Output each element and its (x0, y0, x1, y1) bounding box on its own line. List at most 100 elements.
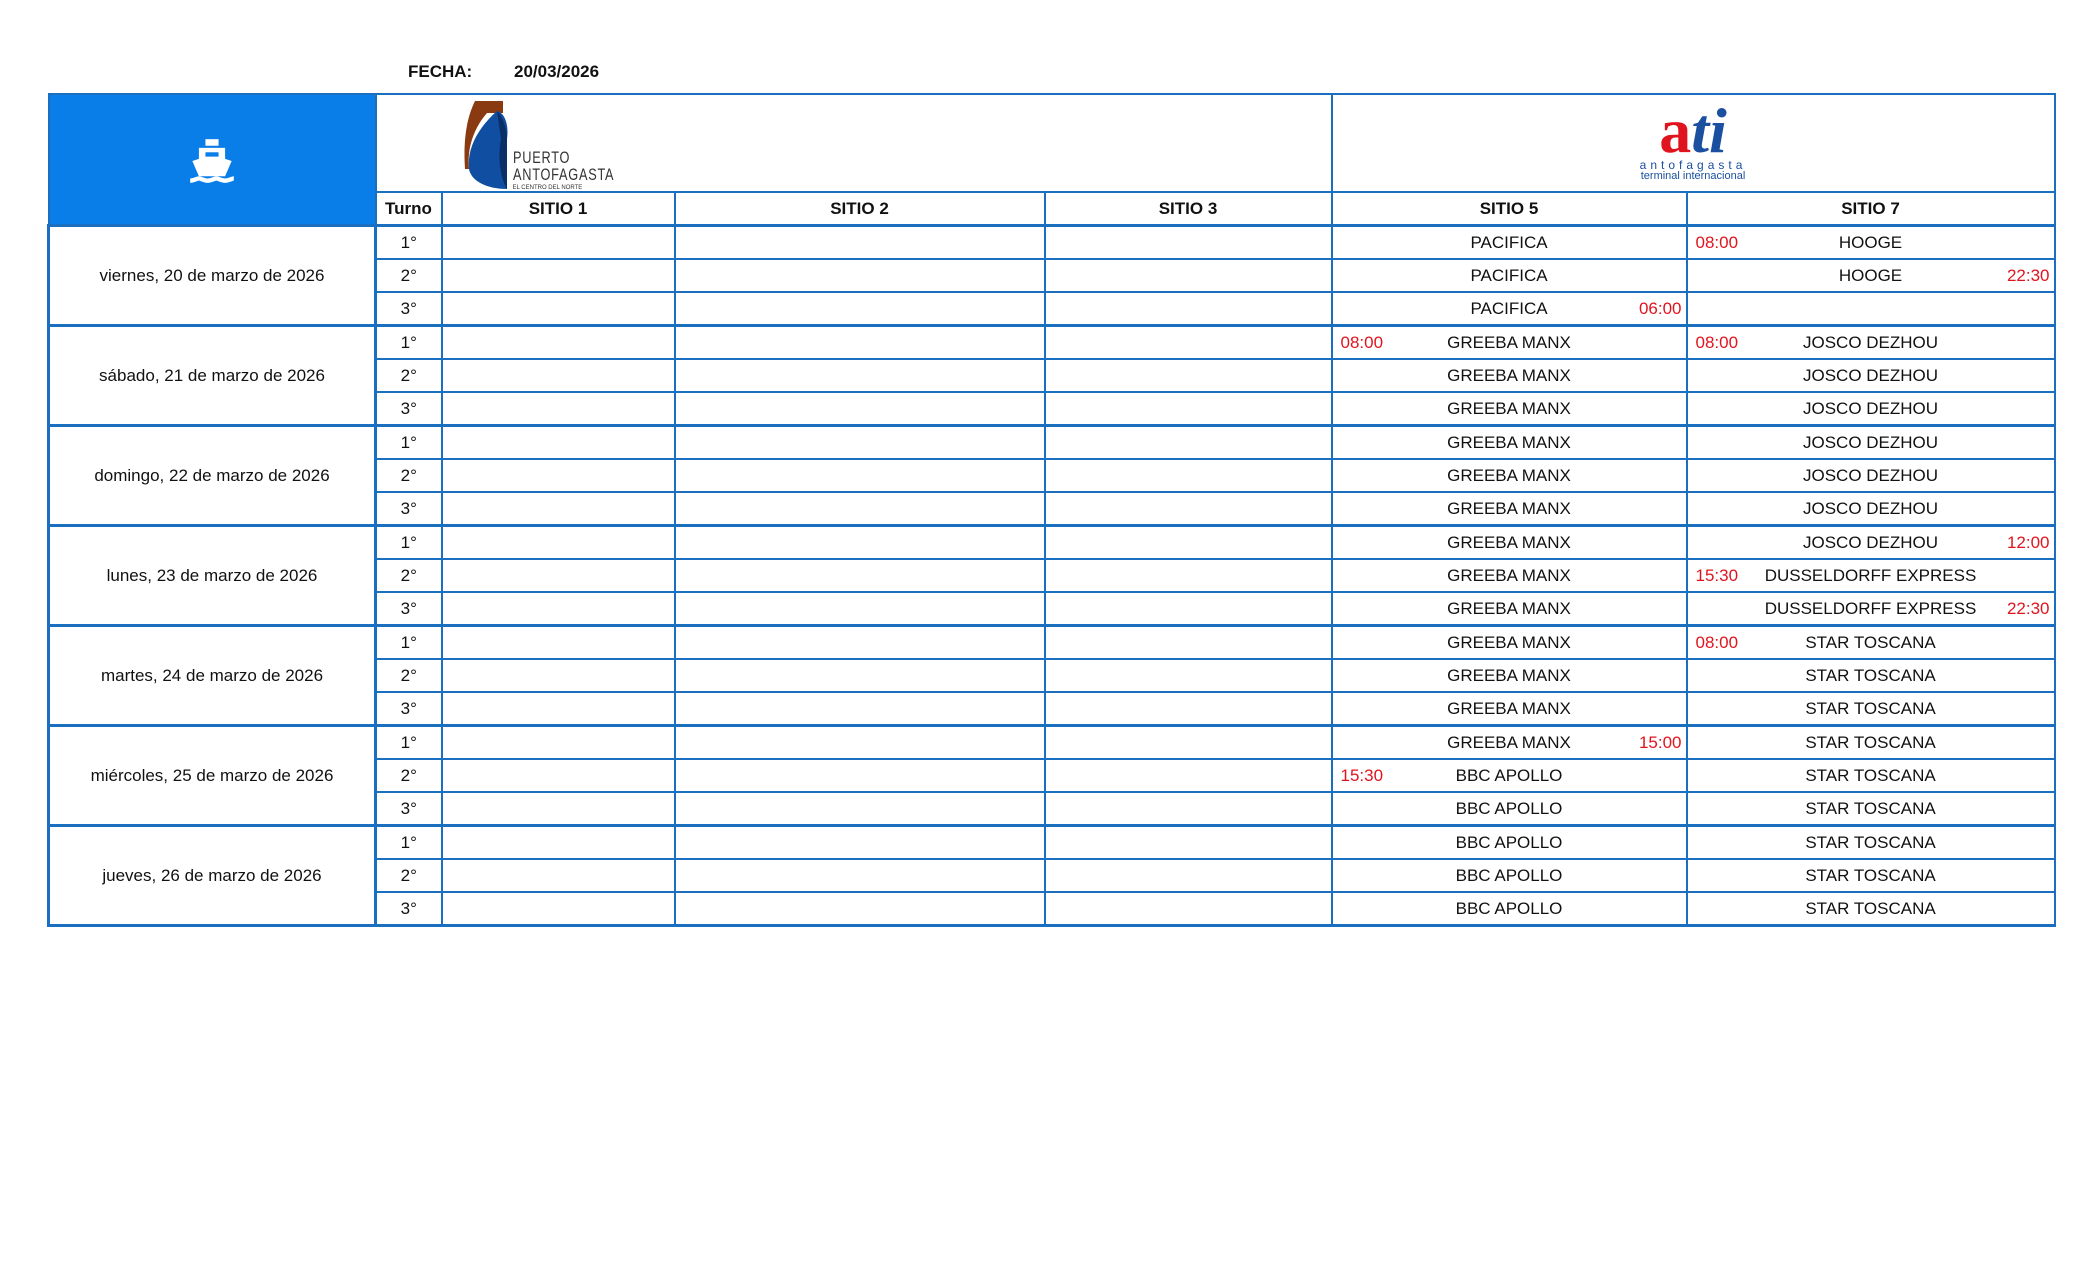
sitio-7-cell: 08:00 HOOGE (1685, 224, 2056, 260)
sitio-2-cell (673, 824, 1046, 860)
fecha-label: FECHA: (408, 62, 473, 81)
vessel-name: GREEBA MANX (1447, 398, 1571, 418)
ship-header-cell (47, 93, 377, 227)
sitio-5-cell: BBC APOLLO (1330, 891, 1688, 927)
turno-cell: 3° (374, 291, 443, 327)
sitio-7-cell: STAR TOSCANA (1685, 724, 2056, 760)
vessel-name: GREEBA MANX (1447, 698, 1571, 718)
sitio-5-cell: BBC APOLLO (1330, 858, 1688, 893)
sitio-1-cell (440, 458, 676, 493)
sitio-1-cell (440, 624, 676, 660)
sitio-3-cell (1043, 791, 1333, 827)
arrival-time: 08:00 (1340, 332, 1384, 352)
sitio-1-cell (440, 591, 676, 627)
table-row: martes, 24 de marzo de 2026 1° GREEBA MANX… (47, 624, 2056, 727)
vessel-name: STAR TOSCANA (1805, 832, 1936, 852)
ati-logo-ti: ti (1691, 94, 1727, 166)
table-row: 2° GREEBA MANX JOSCO DEZHOU (49, 458, 2056, 493)
turno-cell: 2° (374, 558, 443, 593)
turno-cell: 1° (374, 624, 443, 660)
vessel-name: STAR TOSCANA (1805, 732, 1936, 752)
sitio-1-cell (440, 424, 676, 460)
sitio-7-cell: STAR TOSCANA (1685, 791, 2056, 827)
col-header-sitio-2: SITIO 2 (673, 191, 1046, 227)
ati-logo-line2: terminal internacional (1640, 170, 1746, 183)
ati-logo-a: a (1659, 94, 1692, 166)
sitio-2-cell (673, 424, 1046, 460)
puerto-antofagasta-logo: PUERTO ANTOFAGASTA EL CENTRO DEL NORTE (377, 95, 1331, 191)
vessel-name: GREEBA MANX (1447, 632, 1571, 652)
sitio-2-cell (673, 291, 1046, 327)
vessel-name: GREEBA MANX (1447, 598, 1571, 618)
sitio-1-cell (440, 391, 676, 427)
turno-cell: 2° (374, 658, 443, 693)
turno-cell: 3° (374, 791, 443, 827)
sitio-1-cell (440, 358, 676, 393)
table-row: miércoles, 25 de marzo de 2026 1° GREEBA M… (47, 724, 2056, 827)
sitio-1-cell (440, 658, 676, 693)
vessel-name: GREEBA MANX (1447, 432, 1571, 452)
vessel-name: GREEBA MANX (1447, 332, 1571, 352)
table-row: lunes, 23 de marzo de 2026 1° GREEBA MANX J… (47, 524, 2056, 627)
departure-time: 06:00 (1638, 298, 1682, 318)
sitio-5-cell: PACIFICA (1330, 224, 1688, 260)
table-row: 3° GREEBA MANX STAR TOSCANA (49, 691, 2056, 727)
turno-cell: 1° (374, 324, 443, 360)
sitio-3-cell (1043, 391, 1333, 427)
sitio-7-cell: JOSCO DEZHOU (1685, 358, 2056, 393)
arrival-time: 15:30 (1695, 565, 1739, 585)
sitio-7-cell: JOSCO DEZHOU (1685, 458, 2056, 493)
sitio-2-cell (673, 591, 1046, 627)
sitio-3-cell (1043, 291, 1333, 327)
table-row: 3° BBC APOLLO STAR TOSCANA (49, 891, 2056, 927)
sitio-1-cell (440, 758, 676, 793)
day-date: domingo, 22 de marzo de 2026 (47, 424, 377, 527)
sitio-1-cell (440, 224, 676, 260)
sitio-2-cell (673, 624, 1046, 660)
turno-cell: 2° (374, 458, 443, 493)
sitio-7-cell: STAR TOSCANA (1685, 758, 2056, 793)
sitio-5-cell: BBC APOLLO (1330, 824, 1688, 860)
sitio-5-cell: 08:00 GREEBA MANX (1330, 324, 1688, 360)
vessel-name: PACIFICA (1470, 265, 1548, 285)
sitio-1-cell (440, 558, 676, 593)
col-header-sitio-5: SITIO 5 (1330, 191, 1688, 227)
sitio-5-cell: GREEBA MANX (1330, 391, 1688, 427)
sitio-3-cell (1043, 891, 1333, 927)
table-row: 3° GREEBA MANX JOSCO DEZHOU (49, 491, 2056, 527)
ati-logo: ati antofagasta terminal internacional (1640, 98, 1747, 183)
sitio-2-cell (673, 458, 1046, 493)
sitio-7-cell: STAR TOSCANA (1685, 891, 2056, 927)
sitio-3-cell (1043, 858, 1333, 893)
sitio-5-cell: GREEBA MANX (1330, 458, 1688, 493)
table-row: jueves, 26 de marzo de 2026 1° BBC APOLLO S… (47, 824, 2056, 927)
sitio-3-cell (1043, 758, 1333, 793)
vessel-name: JOSCO DEZHOU (1802, 398, 1939, 418)
fecha-value: 20/03/2026 (514, 62, 600, 81)
sitio-7-cell: JOSCO DEZHOU (1685, 391, 2056, 427)
vessel-name: BBC APOLLO (1455, 898, 1563, 918)
sitio-7-cell: STAR TOSCANA (1685, 858, 2056, 893)
vessel-name: JOSCO DEZHOU (1802, 332, 1939, 352)
vessel-name: JOSCO DEZHOU (1802, 432, 1939, 452)
table-row: 3° PACIFICA 06:00 (49, 291, 2056, 327)
sitio-1-cell (440, 691, 676, 727)
col-header-sitio-7: SITIO 7 (1685, 191, 2056, 227)
sitio-2-cell (673, 224, 1046, 260)
sitio-5-cell: GREEBA MANX (1330, 624, 1688, 660)
vessel-name: JOSCO DEZHOU (1802, 465, 1939, 485)
table-row: domingo, 22 de marzo de 2026 1° GREEBA MAN… (47, 424, 2056, 527)
vessel-name: GREEBA MANX (1447, 565, 1571, 585)
ship-icon (190, 139, 235, 183)
sitio-3-cell (1043, 358, 1333, 393)
sitio-5-cell: GREEBA MANX 15:00 (1330, 724, 1688, 760)
turno-cell: 1° (374, 224, 443, 260)
vessel-name: STAR TOSCANA (1805, 798, 1936, 818)
sitio-2-cell (673, 524, 1046, 560)
sitio-7-cell: JOSCO DEZHOU (1685, 491, 2056, 527)
turno-cell: 2° (374, 358, 443, 393)
sitio-1-cell (440, 524, 676, 560)
sitio-7-cell: 08:00 STAR TOSCANA (1685, 624, 2056, 660)
sitio-2-cell (673, 724, 1046, 760)
sitio-2-cell (673, 858, 1046, 893)
